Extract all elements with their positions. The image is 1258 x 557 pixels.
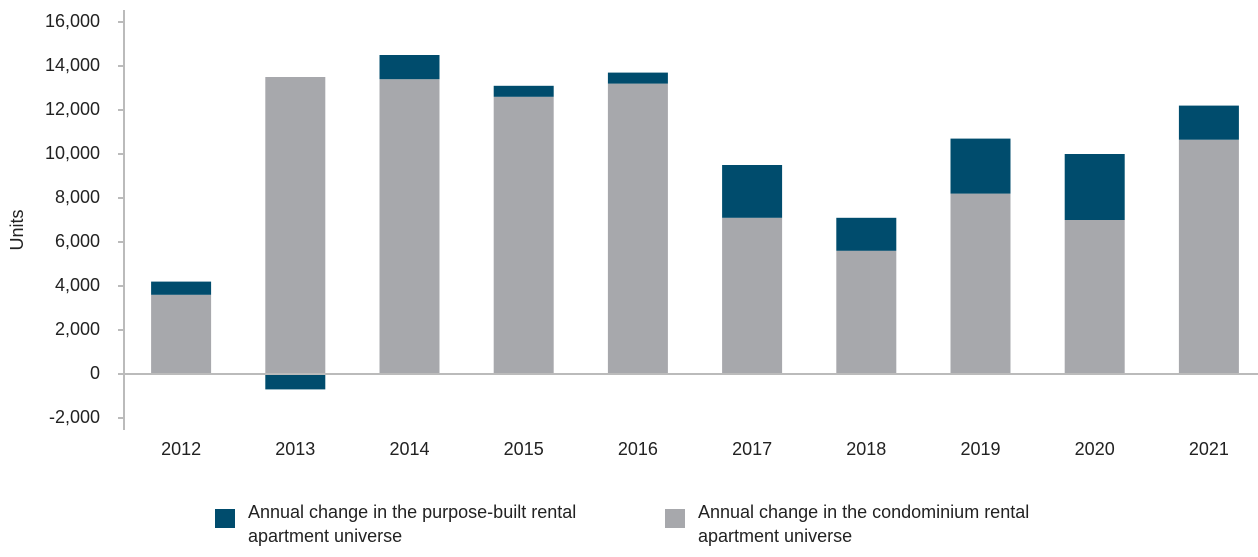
x-tick-label: 2018: [846, 439, 886, 459]
x-tick-label: 2014: [389, 439, 429, 459]
bar: [950, 138, 1011, 194]
legend-label: Annual change in the purpose-built renta…: [248, 502, 577, 546]
x-tick-label: 2012: [161, 439, 201, 459]
bar: [722, 217, 783, 374]
bar: [607, 72, 668, 84]
y-tick-label: 16,000: [45, 11, 100, 31]
bar: [950, 193, 1011, 374]
y-tick-label: 0: [90, 363, 100, 383]
x-tick-label: 2020: [1075, 439, 1115, 459]
y-axis-label: Units: [7, 209, 27, 250]
bar: [722, 165, 783, 218]
bar: [151, 294, 212, 374]
y-tick-label: 6,000: [55, 231, 100, 251]
bar: [265, 374, 326, 390]
legend-item: Annual change in the condominium rental …: [665, 500, 1068, 548]
bar: [1064, 220, 1125, 374]
y-tick-label: 4,000: [55, 275, 100, 295]
bar: [379, 55, 440, 80]
bar: [836, 217, 897, 251]
y-tick-label: 8,000: [55, 187, 100, 207]
bar: [151, 281, 212, 295]
x-tick-label: 2017: [732, 439, 772, 459]
bar: [1178, 105, 1239, 140]
bar: [379, 79, 440, 374]
legend-label: Annual change in the condominium rental …: [698, 502, 1030, 546]
bar: [607, 83, 668, 374]
x-tick-label: 2013: [275, 439, 315, 459]
bar: [265, 77, 326, 374]
y-tick-label: 12,000: [45, 99, 100, 119]
legend-swatch: [215, 509, 235, 528]
bar: [836, 250, 897, 374]
y-tick-label: 14,000: [45, 55, 100, 75]
chart: Units -2,000 0 2,000 4,000 6,000 8,000 10,000 1…: [7, 10, 1258, 459]
bar: [493, 96, 554, 375]
y-tick-label: -2,000: [49, 407, 100, 427]
x-tick-label: 2016: [618, 439, 658, 459]
x-tick-label: 2021: [1189, 439, 1229, 459]
legend-item: Annual change in the purpose-built renta…: [215, 500, 618, 548]
bar: [1178, 139, 1239, 374]
y-tick-label: 2,000: [55, 319, 100, 339]
x-tick-label: 2015: [504, 439, 544, 459]
y-tick-label: 10,000: [45, 143, 100, 163]
bar: [493, 85, 554, 97]
legend-swatch: [665, 509, 685, 528]
bar: [1064, 154, 1125, 220]
x-tick-label: 2019: [960, 439, 1000, 459]
